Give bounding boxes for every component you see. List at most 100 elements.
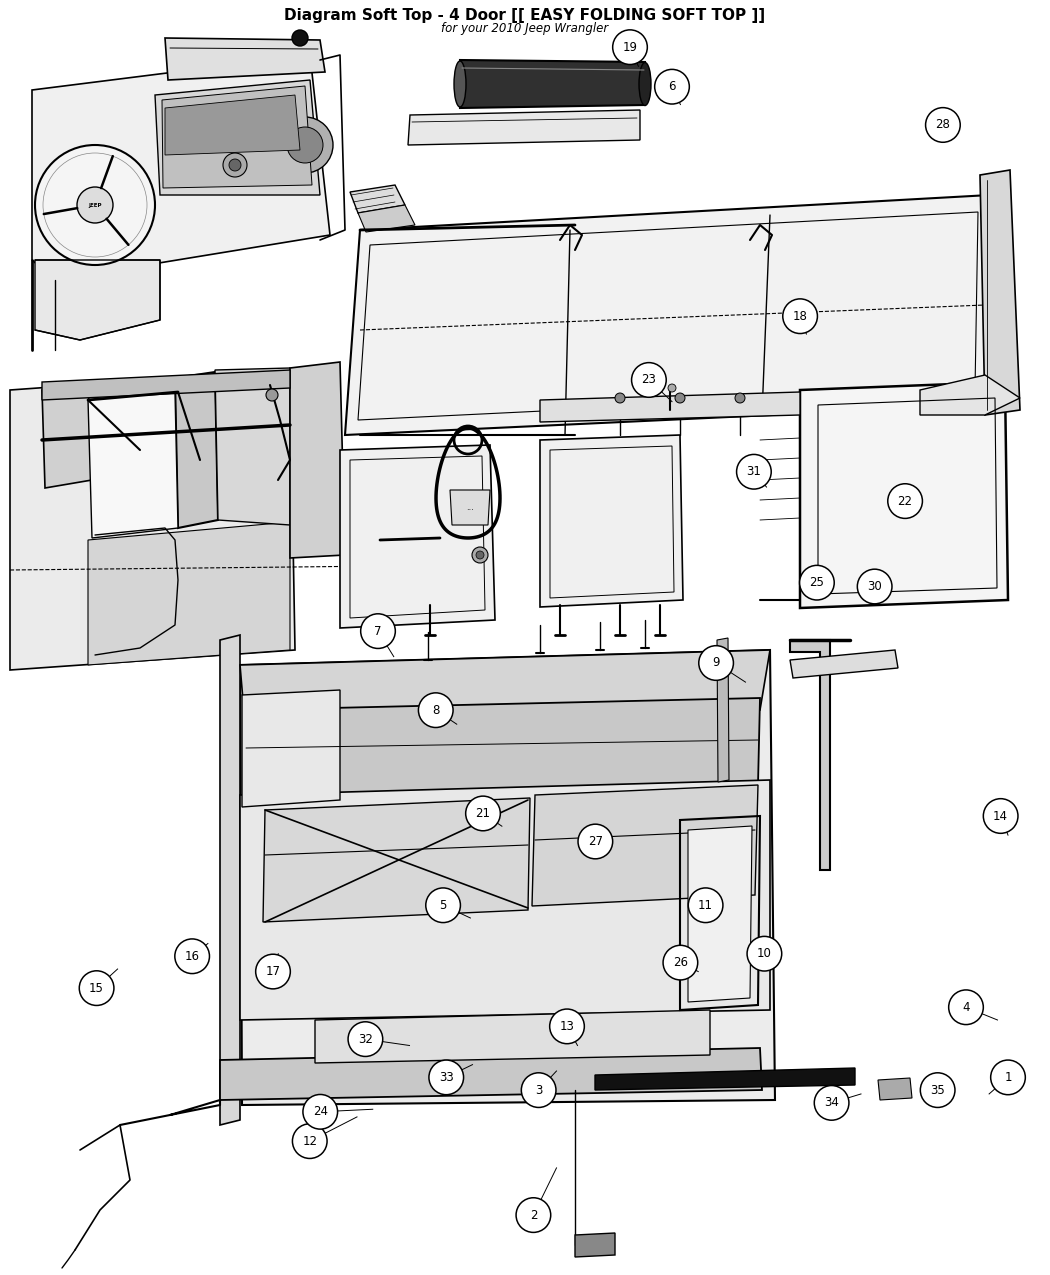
Circle shape (516, 1197, 550, 1233)
Polygon shape (165, 96, 300, 156)
Circle shape (735, 393, 746, 403)
Polygon shape (220, 635, 240, 1125)
Circle shape (747, 936, 781, 972)
Circle shape (655, 69, 690, 105)
Polygon shape (460, 60, 645, 108)
Polygon shape (155, 80, 320, 195)
Circle shape (418, 692, 454, 728)
Text: 14: 14 (993, 810, 1008, 822)
Text: 32: 32 (358, 1033, 373, 1045)
Polygon shape (595, 1068, 855, 1090)
Polygon shape (980, 170, 1020, 414)
Polygon shape (790, 640, 830, 870)
Circle shape (800, 565, 834, 601)
Polygon shape (532, 785, 758, 907)
Circle shape (229, 159, 242, 171)
Circle shape (689, 887, 723, 923)
Text: 19: 19 (623, 41, 637, 54)
Text: 11: 11 (698, 899, 713, 912)
Circle shape (287, 128, 323, 163)
Circle shape (949, 989, 983, 1025)
Text: 17: 17 (266, 965, 280, 978)
Text: 27: 27 (588, 835, 603, 848)
Text: 35: 35 (930, 1084, 945, 1096)
Text: Diagram Soft Top - 4 Door [[ EASY FOLDING SOFT TOP ]]: Diagram Soft Top - 4 Door [[ EASY FOLDIN… (285, 8, 765, 23)
Text: JEEP: JEEP (88, 203, 102, 208)
Circle shape (256, 954, 290, 989)
Circle shape (578, 824, 612, 859)
Polygon shape (540, 435, 682, 607)
Circle shape (612, 29, 647, 65)
Circle shape (266, 389, 278, 402)
Polygon shape (165, 38, 326, 80)
Polygon shape (290, 362, 345, 558)
Text: 1: 1 (1004, 1071, 1012, 1084)
Text: 8: 8 (432, 704, 440, 717)
Text: 15: 15 (89, 982, 104, 994)
Circle shape (428, 1060, 464, 1095)
Polygon shape (540, 391, 800, 422)
Circle shape (736, 454, 771, 490)
Ellipse shape (639, 62, 651, 106)
Text: 5: 5 (439, 899, 447, 912)
Text: 26: 26 (673, 956, 688, 969)
Text: 21: 21 (476, 807, 490, 820)
Text: 24: 24 (313, 1105, 328, 1118)
Text: 4: 4 (962, 1001, 970, 1014)
Polygon shape (240, 650, 770, 724)
Polygon shape (878, 1077, 912, 1100)
Circle shape (303, 1094, 338, 1130)
Polygon shape (800, 382, 1008, 608)
Polygon shape (315, 1010, 710, 1063)
Circle shape (35, 145, 155, 265)
Text: 16: 16 (185, 950, 200, 963)
Text: 31: 31 (747, 465, 761, 478)
Circle shape (615, 393, 625, 403)
Polygon shape (575, 1233, 615, 1257)
Polygon shape (10, 370, 295, 669)
Circle shape (664, 945, 697, 980)
Ellipse shape (454, 61, 466, 107)
Polygon shape (358, 205, 415, 232)
Text: 2: 2 (529, 1209, 538, 1221)
Circle shape (426, 887, 460, 923)
Polygon shape (42, 382, 92, 488)
Circle shape (926, 107, 960, 143)
Text: 9: 9 (712, 657, 720, 669)
Circle shape (174, 938, 210, 974)
Text: ...: ... (466, 504, 474, 513)
Circle shape (292, 1123, 328, 1159)
Text: 12: 12 (302, 1135, 317, 1148)
Polygon shape (790, 650, 898, 678)
Circle shape (277, 117, 333, 173)
Circle shape (77, 187, 113, 223)
Circle shape (223, 153, 247, 177)
Polygon shape (262, 798, 530, 922)
Circle shape (983, 798, 1018, 834)
Text: 10: 10 (757, 947, 772, 960)
Circle shape (521, 1072, 556, 1108)
Circle shape (466, 796, 500, 831)
Polygon shape (88, 521, 290, 666)
Polygon shape (35, 260, 160, 340)
Circle shape (920, 1072, 956, 1108)
Polygon shape (717, 638, 729, 782)
Circle shape (991, 1060, 1025, 1095)
Polygon shape (240, 780, 770, 1020)
Polygon shape (162, 85, 312, 187)
Polygon shape (345, 195, 990, 435)
Polygon shape (340, 445, 495, 629)
Circle shape (888, 483, 923, 519)
Circle shape (699, 645, 734, 681)
Circle shape (668, 384, 676, 391)
Text: 7: 7 (374, 625, 382, 638)
Polygon shape (245, 697, 760, 796)
Text: 18: 18 (793, 310, 807, 323)
Text: 28: 28 (936, 119, 950, 131)
Polygon shape (32, 55, 330, 280)
Circle shape (361, 613, 395, 649)
Circle shape (472, 547, 488, 564)
Text: 25: 25 (810, 576, 824, 589)
Text: for your 2010 Jeep Wrangler: for your 2010 Jeep Wrangler (441, 22, 609, 34)
Text: 3: 3 (534, 1084, 543, 1096)
